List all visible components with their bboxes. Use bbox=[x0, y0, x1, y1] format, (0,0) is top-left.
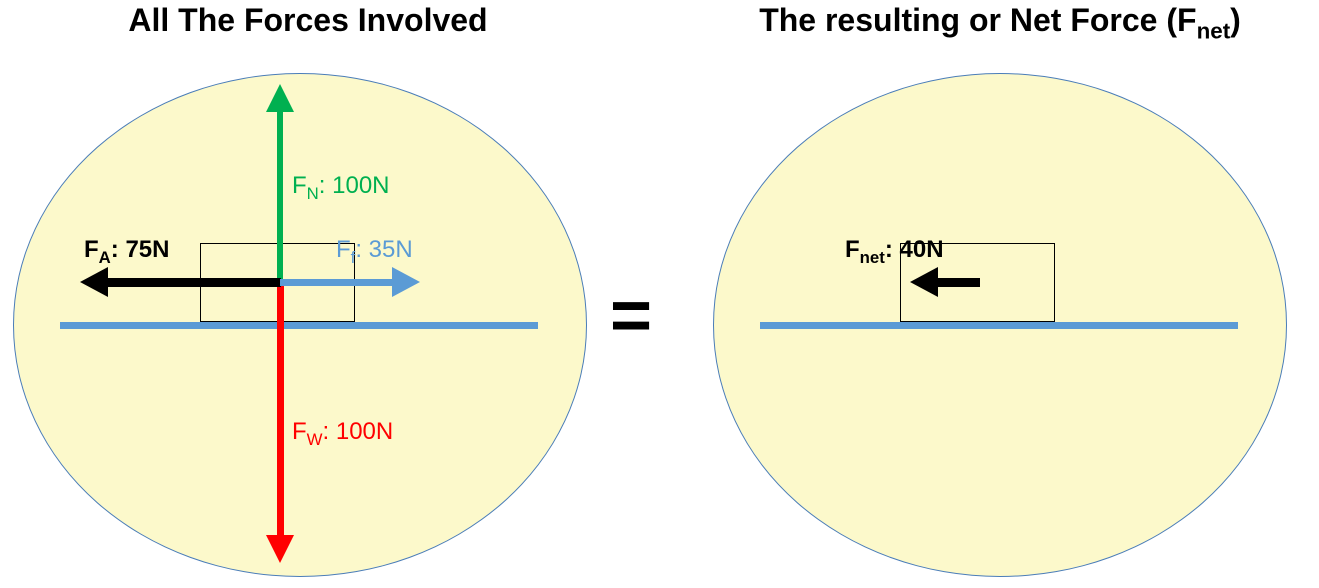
fa-arrow-head bbox=[80, 267, 108, 297]
fa-arrow-line bbox=[108, 278, 281, 287]
fn-label: FN: 100N bbox=[292, 172, 390, 204]
title-left: All The Forces Involved bbox=[78, 2, 538, 39]
fn-arrow-line bbox=[277, 105, 283, 283]
fw-label: FW: 100N bbox=[292, 418, 393, 450]
fnet-arrow-head bbox=[910, 267, 938, 297]
fw-arrow-head bbox=[266, 535, 294, 563]
right-ground bbox=[760, 322, 1238, 329]
ff-arrow-line bbox=[280, 279, 392, 286]
equals-sign: = bbox=[610, 275, 652, 357]
fw-arrow-line bbox=[277, 283, 284, 535]
ff-arrow-head bbox=[392, 267, 420, 297]
title-right: The resulting or Net Force (Fnet) bbox=[700, 2, 1300, 44]
title-right-prefix: The resulting or Net Force (F bbox=[759, 2, 1196, 38]
fnet-arrow-line bbox=[938, 278, 980, 287]
fnet-label: Fnet: 40N bbox=[845, 236, 944, 268]
title-right-sub: net bbox=[1197, 18, 1231, 43]
title-right-suffix: ) bbox=[1230, 2, 1241, 38]
left-ground bbox=[60, 322, 538, 329]
ff-label: Ff: 35N bbox=[336, 236, 413, 268]
fa-label: FA: 75N bbox=[84, 236, 169, 268]
fn-arrow-head bbox=[266, 84, 294, 112]
